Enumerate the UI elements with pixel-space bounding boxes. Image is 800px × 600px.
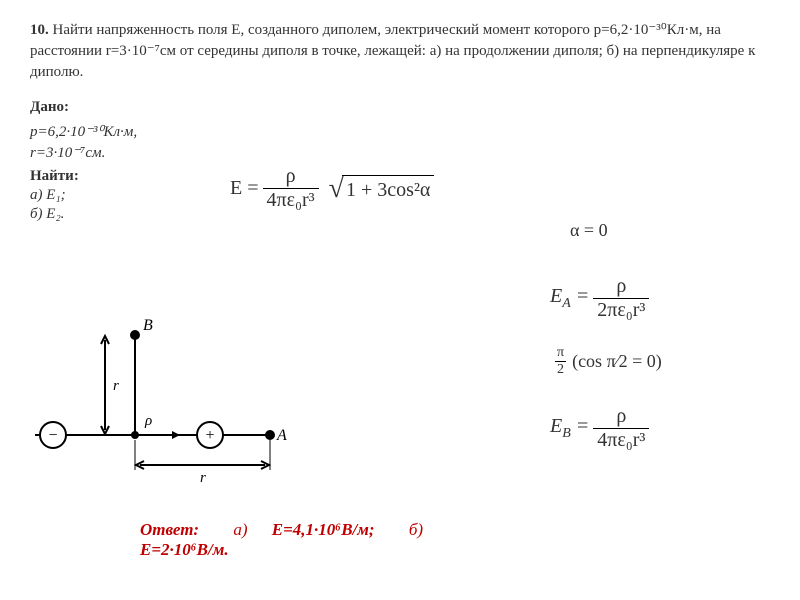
- rho-b: ρ: [612, 405, 630, 428]
- problem-statement: 10. Найти напряженность поля E, созданно…: [30, 20, 770, 83]
- plus-label: +: [205, 427, 214, 444]
- cos-pi2: π2 (cos π⁄2 = 0): [555, 345, 662, 378]
- answer-label: Ответ:: [140, 520, 199, 539]
- r-vert: r: [113, 378, 119, 394]
- answer-block: Ответ: а) E=4,1·10⁶В/м; б) E=2·10⁶В/м.: [140, 520, 740, 560]
- problem-number: 10.: [30, 22, 49, 38]
- rho-vec: ρ⃗: [144, 413, 164, 429]
- cos-body: (cos π⁄2 = 0): [572, 351, 662, 372]
- rho-a: ρ: [612, 275, 630, 298]
- rho: ρ: [282, 165, 300, 188]
- main-formula: E = ρ 4πε₀r³ √ 1 + 3cos²α: [230, 165, 434, 212]
- dipole-diagram: − + B A r r ρ⃗: [25, 300, 295, 490]
- formula-ea: EA = ρ 2πε₀r³: [550, 275, 653, 322]
- formula-lhs: E =: [230, 177, 259, 200]
- alpha-zero: α = 0: [570, 220, 608, 241]
- minus-label: −: [48, 427, 57, 444]
- den-main: 4πε₀r³: [263, 188, 319, 212]
- answer-b-value: E=2·10⁶В/м.: [140, 540, 229, 559]
- sqrt-body: 1 + 3cos²α: [342, 175, 434, 202]
- formula-eb: EB = ρ 4πε₀r³: [550, 405, 653, 452]
- den-ea: 2πε₀r³: [593, 298, 649, 322]
- given-title: Дано:: [30, 99, 770, 116]
- given-p: p=6,2·10⁻³⁰Кл·м,: [30, 122, 770, 141]
- r-horiz: r: [200, 470, 206, 486]
- a-label: A: [276, 427, 287, 444]
- answer-a-value: E=4,1·10⁶В/м;: [272, 520, 375, 539]
- b-label: B: [143, 317, 153, 334]
- given-r: r=3·10⁻⁷см.: [30, 143, 770, 162]
- problem-text: Найти напряженность поля E, созданного д…: [30, 22, 755, 80]
- answer-b-label: б): [409, 520, 423, 539]
- answer-a-label: а): [233, 520, 247, 539]
- den-eb: 4πε₀r³: [593, 428, 649, 452]
